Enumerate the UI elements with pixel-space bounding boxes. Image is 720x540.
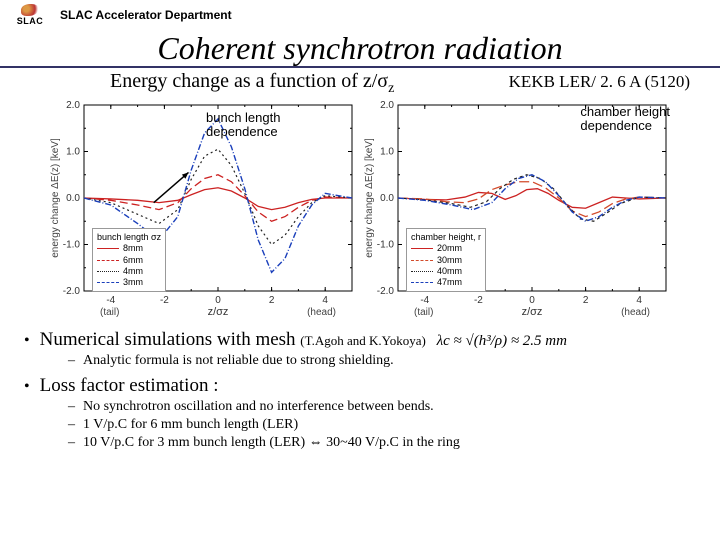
loss-1: 1 V/p.C for 6 mm bunch length (LER) xyxy=(83,417,298,433)
chart-left-annotation: bunch length dependence xyxy=(206,111,280,140)
svg-text:energy change ΔE(z) [keV]: energy change ΔE(z) [keV] xyxy=(50,138,61,258)
lambda-formula: λc ≈ √(h³/ρ) ≈ 2.5 mm xyxy=(431,333,567,350)
loss-title: Loss factor estimation : xyxy=(40,375,219,397)
sub-loss-1: – 1 V/p.C for 6 mm bunch length (LER) xyxy=(24,417,696,433)
bullets-section: • Numerical simulations with mesh (T.Ago… xyxy=(0,319,720,451)
kekb-label: KEKB LER/ 2. 6 A (5120) xyxy=(509,72,690,92)
subtitle-row: Energy change as a function of z/σz KEKB… xyxy=(0,68,720,97)
svg-text:0: 0 xyxy=(215,295,221,306)
bullet-dot: • xyxy=(24,333,30,349)
charts-row: bunch length dependence -2.0 -1.0 0.0 1.0 2.… xyxy=(0,99,720,319)
chart-chamber-height: chamber height dependence -2.0 -1.0 0.0 1.0… xyxy=(362,99,672,319)
svg-text:energy change ΔE(z) [keV]: energy change ΔE(z) [keV] xyxy=(364,138,375,258)
svg-text:-1.0: -1.0 xyxy=(63,240,81,251)
svg-text:z/σz: z/σz xyxy=(522,306,543,318)
subtitle-text: Energy change as a function of z/σ xyxy=(110,70,388,92)
svg-text:-2: -2 xyxy=(160,295,169,306)
chart-legend: chamber height, r20mm30mm40mm47mm xyxy=(406,228,486,292)
svg-text:4: 4 xyxy=(636,295,642,306)
loss-2: 10 V/p.C for 3 mm bunch length (LER) ⇔ 3… xyxy=(83,435,460,451)
bullet-numerical-text: Numerical simulations with mesh (T.Agoh … xyxy=(40,329,567,351)
svg-text:1.0: 1.0 xyxy=(380,147,394,158)
svg-text:(tail): (tail) xyxy=(414,307,433,318)
analytic-text: Analytic formula is not reliable due to … xyxy=(83,353,394,369)
dash-icon: – xyxy=(68,435,75,451)
chart-right-annotation: chamber height dependence xyxy=(580,105,670,134)
annot-line1: bunch length xyxy=(206,110,280,125)
svg-text:(head): (head) xyxy=(307,307,336,318)
annot-line2: dependence xyxy=(206,124,278,139)
logo-text: SLAC xyxy=(17,16,44,26)
sub-loss-0: – No synchrotron oscillation and no inte… xyxy=(24,399,696,415)
svg-text:-2: -2 xyxy=(474,295,483,306)
svg-text:2.0: 2.0 xyxy=(380,100,394,111)
subtitle-subscript: z xyxy=(388,81,394,96)
bullet-numerical: • Numerical simulations with mesh (T.Ago… xyxy=(24,329,696,351)
svg-text:(head): (head) xyxy=(621,307,650,318)
title-wrap: Coherent synchrotron radiation xyxy=(0,32,720,68)
bullet-dot: • xyxy=(24,379,30,395)
svg-text:-1.0: -1.0 xyxy=(377,240,395,251)
loss-0: No synchrotron oscillation and no interf… xyxy=(83,399,434,415)
sub-loss-2: – 10 V/p.C for 3 mm bunch length (LER) ⇔… xyxy=(24,435,696,451)
annot-line2: dependence xyxy=(580,118,652,133)
svg-text:(tail): (tail) xyxy=(100,307,119,318)
svg-text:-2.0: -2.0 xyxy=(377,286,395,297)
logo-burst-icon xyxy=(21,4,39,16)
dash-icon: – xyxy=(68,399,75,415)
svg-text:-4: -4 xyxy=(420,295,429,306)
citation: (T.Agoh and K.Yokoya) xyxy=(300,333,426,348)
header-bar: SLAC SLAC Accelerator Department xyxy=(0,0,720,26)
page-title: Coherent synchrotron radiation xyxy=(0,32,720,64)
svg-text:2: 2 xyxy=(583,295,589,306)
chart-bunch-length: bunch length dependence -2.0 -1.0 0.0 1.0 2.… xyxy=(48,99,358,319)
svg-text:0.0: 0.0 xyxy=(380,193,394,204)
svg-text:-4: -4 xyxy=(106,295,115,306)
svg-text:1.0: 1.0 xyxy=(66,147,80,158)
annot-line1: chamber height xyxy=(580,104,670,119)
slac-logo: SLAC xyxy=(8,4,52,26)
svg-text:2.0: 2.0 xyxy=(66,100,80,111)
sub-analytic: – Analytic formula is not reliable due t… xyxy=(24,353,696,369)
svg-text:0: 0 xyxy=(529,295,535,306)
dash-icon: – xyxy=(68,353,75,369)
svg-text:2: 2 xyxy=(269,295,275,306)
svg-text:z/σz: z/σz xyxy=(208,306,229,318)
bullet-loss: • Loss factor estimation : xyxy=(24,375,696,397)
department-label: SLAC Accelerator Department xyxy=(60,8,232,22)
num-sim-text: Numerical simulations with mesh xyxy=(40,329,296,350)
dash-icon: – xyxy=(68,417,75,433)
subtitle: Energy change as a function of z/σz xyxy=(110,70,394,97)
chart-legend: bunch length σz8mm6mm4mm3mm xyxy=(92,228,166,292)
svg-text:4: 4 xyxy=(322,295,328,306)
svg-text:-2.0: -2.0 xyxy=(63,286,81,297)
svg-text:0.0: 0.0 xyxy=(66,193,80,204)
